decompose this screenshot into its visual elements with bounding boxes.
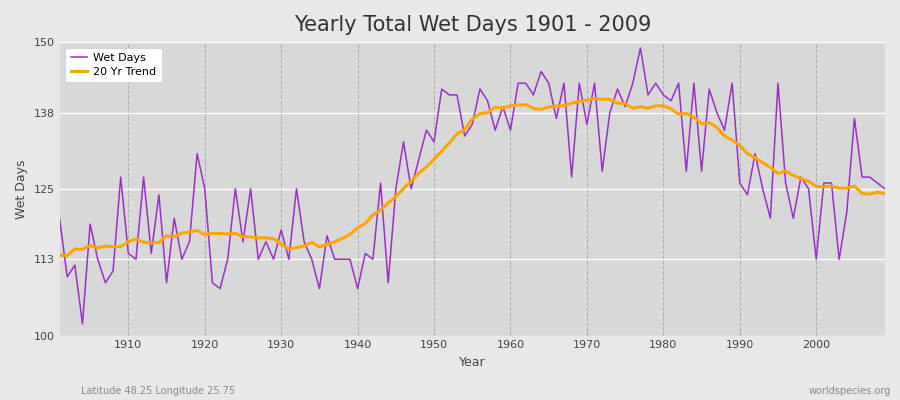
Line: Wet Days: Wet Days <box>59 48 885 324</box>
Text: Latitude 48.25 Longitude 25.75: Latitude 48.25 Longitude 25.75 <box>81 386 235 396</box>
20 Yr Trend <box>879 191 890 196</box>
Wet Days <box>513 81 524 86</box>
Wet Days <box>291 186 302 191</box>
20 Yr Trend <box>54 253 65 258</box>
Wet Days <box>505 128 516 132</box>
Wet Days <box>635 46 646 50</box>
20 Yr Trend <box>513 102 524 107</box>
Line: 20 Yr Trend: 20 Yr Trend <box>59 98 885 256</box>
20 Yr Trend <box>337 236 347 241</box>
Wet Days <box>605 110 616 115</box>
Wet Days <box>77 322 88 326</box>
Y-axis label: Wet Days: Wet Days <box>15 159 28 218</box>
20 Yr Trend <box>505 103 516 108</box>
Wet Days <box>123 251 134 256</box>
Legend: Wet Days, 20 Yr Trend: Wet Days, 20 Yr Trend <box>65 48 162 82</box>
20 Yr Trend <box>590 96 600 101</box>
20 Yr Trend <box>291 245 302 250</box>
Wet Days <box>54 216 65 220</box>
Wet Days <box>879 186 890 191</box>
Wet Days <box>337 257 347 262</box>
20 Yr Trend <box>123 239 134 244</box>
Text: worldspecies.org: worldspecies.org <box>809 386 891 396</box>
Title: Yearly Total Wet Days 1901 - 2009: Yearly Total Wet Days 1901 - 2009 <box>293 15 651 35</box>
X-axis label: Year: Year <box>459 356 486 369</box>
20 Yr Trend <box>62 253 73 258</box>
20 Yr Trend <box>612 101 623 106</box>
